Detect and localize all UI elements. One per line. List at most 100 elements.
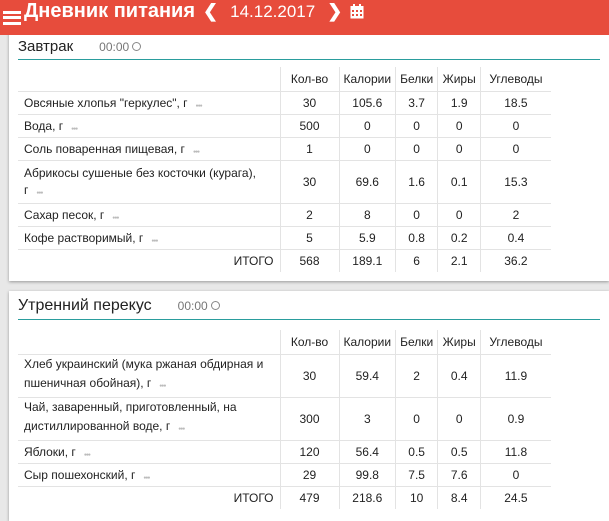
- total-cell: 36.2: [480, 249, 551, 272]
- more-options-icon[interactable]: ●●●: [71, 125, 78, 132]
- food-name-cell: Яблоки, г ●●●: [18, 440, 280, 464]
- current-date[interactable]: 14.12.2017: [230, 1, 316, 21]
- clock-icon[interactable]: [132, 42, 142, 51]
- col-header: Белки: [395, 330, 438, 355]
- food-name[interactable]: Чай, заваренный, приготовленный, на дист…: [24, 400, 237, 433]
- total-cell: 479: [279, 486, 339, 509]
- meal-card-morning-snack: Утренний перекус 00:00 Кол-во Калории Бе…: [9, 291, 609, 521]
- total-cell: 218.6: [338, 486, 396, 509]
- value-cell[interactable]: 29: [279, 463, 339, 487]
- table-row[interactable]: Сахар песок, г ●●● 2 8 0 0 2: [18, 203, 551, 227]
- hamburger-icon[interactable]: [3, 10, 21, 25]
- food-name[interactable]: Сахар песок, г: [24, 207, 105, 222]
- app-header: Дневник питания ❮ 14.12.2017 ❯: [0, 0, 609, 35]
- meal-title: Завтрак: [18, 38, 74, 55]
- col-header: Углеводы: [480, 67, 551, 92]
- value-cell[interactable]: 30: [279, 91, 339, 115]
- food-name[interactable]: Овсяные хлопья "геркулес", г: [24, 95, 188, 110]
- col-header: Кол-во: [279, 67, 339, 92]
- food-name[interactable]: Хлеб украинский (мука ржаная обдирная и …: [24, 357, 264, 390]
- food-name[interactable]: Сыр пошехонский, г: [24, 467, 136, 482]
- value-cell[interactable]: 300: [279, 397, 339, 441]
- value-cell: 0: [437, 114, 481, 138]
- value-cell: 99.8: [338, 463, 396, 487]
- more-options-icon[interactable]: ●●●: [112, 214, 119, 221]
- meal-time[interactable]: 00:00: [177, 299, 208, 313]
- more-options-icon[interactable]: ●●●: [159, 383, 166, 389]
- table-row[interactable]: Хлеб украинский (мука ржаная обдирная и …: [18, 354, 551, 398]
- total-label: ИТОГО: [233, 490, 274, 505]
- clock-icon[interactable]: [210, 301, 220, 310]
- more-options-icon[interactable]: ●●●: [83, 451, 91, 458]
- value-cell: 0: [338, 137, 396, 161]
- meal-header: Утренний перекус 00:00: [18, 297, 600, 320]
- value-cell: 0.5: [437, 440, 481, 464]
- food-name-cell: Кофе растворимый, г ●●●: [18, 226, 280, 250]
- col-header: Жиры: [437, 67, 481, 92]
- table-row[interactable]: Чай, заваренный, приготовленный, на дист…: [18, 397, 551, 441]
- food-name-cell: Хлеб украинский (мука ржаная обдирная и …: [18, 354, 280, 398]
- more-options-icon[interactable]: ●●●: [151, 237, 158, 244]
- value-cell: 0: [395, 137, 438, 161]
- table-row[interactable]: Абрикосы сушеные без косточки (курага), …: [18, 160, 551, 204]
- total-label: ИТОГО: [233, 253, 274, 268]
- table-row[interactable]: Вода, г ●●● 500 0 0 0 0: [18, 114, 551, 138]
- more-options-icon[interactable]: ●●●: [143, 474, 150, 481]
- table-row[interactable]: Яблоки, г ●●● 120 56.4 0.5 0.5 11.8: [18, 440, 551, 464]
- chevron-left-icon[interactable]: ❮: [203, 1, 219, 21]
- value-cell[interactable]: 120: [279, 440, 339, 464]
- total-row: ИТОГО 568 189.1 6 2.1 36.2: [18, 249, 551, 272]
- food-name[interactable]: Вода, г: [24, 118, 64, 133]
- food-name[interactable]: Кофе растворимый, г: [24, 230, 144, 245]
- food-name-cell: Сыр пошехонский, г ●●●: [18, 463, 280, 487]
- value-cell: 0: [437, 203, 481, 227]
- total-cell: 10: [395, 486, 438, 509]
- value-cell: 0: [395, 397, 438, 441]
- value-cell[interactable]: 1: [279, 137, 339, 161]
- value-cell: 0.4: [480, 226, 551, 250]
- more-options-icon[interactable]: ●●●: [178, 426, 185, 432]
- value-cell: 0: [395, 114, 438, 138]
- food-name-cell: Сахар песок, г ●●●: [18, 203, 280, 227]
- value-cell: 105.6: [338, 91, 396, 115]
- col-header: Калории: [338, 330, 396, 355]
- value-cell: 0: [480, 114, 551, 138]
- value-cell: 5.9: [338, 226, 396, 250]
- value-cell[interactable]: 30: [279, 354, 339, 398]
- page-title: Дневник питания: [24, 0, 196, 22]
- more-options-icon[interactable]: ●●●: [36, 189, 43, 196]
- meal-title: Утренний перекус: [18, 297, 152, 314]
- calendar-icon[interactable]: [350, 4, 364, 19]
- value-cell[interactable]: 500: [279, 114, 339, 138]
- table-row[interactable]: Кофе растворимый, г ●●● 5 5.9 0.8 0.2 0.4: [18, 226, 551, 250]
- value-cell: 11.8: [480, 440, 551, 464]
- food-name-cell: Абрикосы сушеные без косточки (курага), …: [18, 160, 280, 204]
- table-row[interactable]: Овсяные хлопья "геркулес", г ●●● 30 105.6 3.…: [18, 91, 551, 115]
- food-name[interactable]: Яблоки, г: [24, 444, 76, 459]
- value-cell: 0.8: [395, 226, 438, 250]
- value-cell: 69.6: [338, 160, 396, 204]
- col-header: Калории: [338, 67, 396, 92]
- chevron-right-icon[interactable]: ❯: [327, 1, 343, 21]
- value-cell: 0.4: [437, 354, 481, 398]
- value-cell[interactable]: 2: [279, 203, 339, 227]
- total-cell: 568: [279, 249, 339, 272]
- more-options-icon[interactable]: ●●●: [195, 102, 203, 109]
- food-name[interactable]: Соль поваренная пищевая, г: [24, 141, 185, 156]
- total-cell: 189.1: [338, 249, 396, 272]
- total-cell: 2.1: [437, 249, 481, 272]
- value-cell: 18.5: [480, 91, 551, 115]
- value-cell: 0.2: [437, 226, 481, 250]
- value-cell[interactable]: 5: [279, 226, 339, 250]
- meal-header: Завтрак 00:00: [18, 38, 600, 60]
- table-row[interactable]: Соль поваренная пищевая, г ●●● 1 0 0 0 0: [18, 137, 551, 161]
- total-cell: 6: [395, 249, 438, 272]
- meal-time[interactable]: 00:00: [99, 40, 130, 54]
- food-name[interactable]: Абрикосы сушеные без косточки (курага), …: [24, 165, 256, 197]
- table-row[interactable]: Сыр пошехонский, г ●●● 29 99.8 7.5 7.6 0: [18, 463, 551, 487]
- more-options-icon[interactable]: ●●●: [192, 148, 200, 155]
- total-row: ИТОГО 479 218.6 10 8.4 24.5: [18, 486, 551, 509]
- value-cell: 8: [338, 203, 396, 227]
- value-cell[interactable]: 30: [279, 160, 339, 204]
- value-cell: 0.9: [480, 397, 551, 441]
